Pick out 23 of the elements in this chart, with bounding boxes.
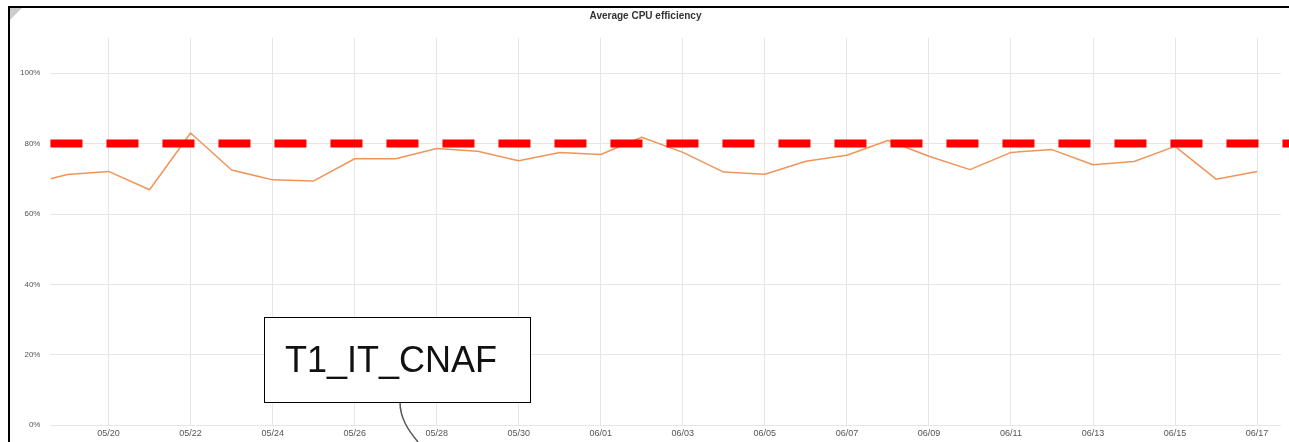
x-tick-label: 06/09 <box>917 428 941 439</box>
x-tick-label: 05/28 <box>425 428 448 439</box>
x-tick-label: 05/24 <box>261 428 284 439</box>
x-tick-label: 06/17 <box>1245 428 1269 439</box>
x-tick-label: 06/11 <box>1000 428 1022 439</box>
y-tick-label: 60% <box>24 209 41 219</box>
chart-title: Average CPU efficiency <box>589 9 702 21</box>
annotation: T1_IT_CNAF <box>264 317 531 403</box>
x-tick-label: 05/22 <box>179 428 202 439</box>
y-tick-label: 80% <box>24 138 41 148</box>
x-tick-label: 05/26 <box>343 428 366 439</box>
x-tick-label: 06/15 <box>1163 428 1187 439</box>
x-tick-label: 06/01 <box>589 428 613 439</box>
x-tick-label: 05/30 <box>507 428 531 439</box>
y-tick-label: 20% <box>24 350 41 359</box>
x-tick-label: 06/03 <box>671 428 695 439</box>
x-tick-label: 06/13 <box>1081 428 1105 439</box>
y-tick-label: 100% <box>19 68 41 78</box>
x-tick-label: 06/07 <box>835 428 859 439</box>
y-tick-label: 40% <box>24 279 41 289</box>
x-tick-label: 06/05 <box>753 428 777 439</box>
y-tick-label: 0% <box>28 420 41 430</box>
x-tick-label: 05/20 <box>97 428 120 439</box>
